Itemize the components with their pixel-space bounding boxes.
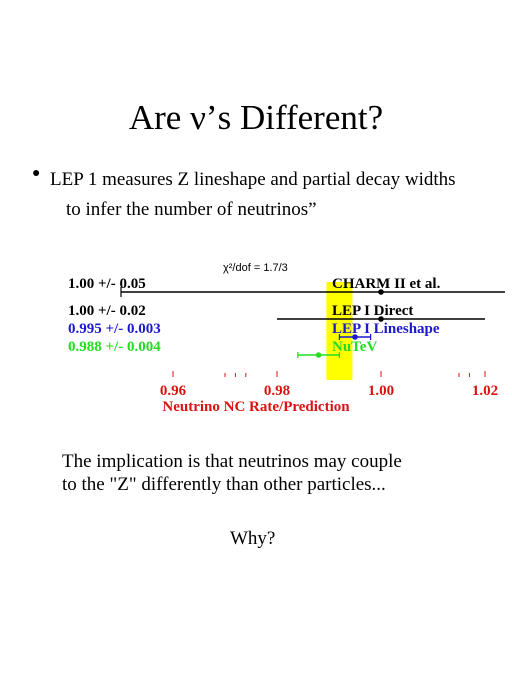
value-label-nutev: 0.988 +/- 0.004 xyxy=(68,339,161,355)
title-nu: ν xyxy=(190,98,206,137)
implication-line2: to the "Z" differently than other partic… xyxy=(62,474,386,495)
bullet-icon: ● xyxy=(32,166,41,181)
data-point-lep-i-direct xyxy=(378,316,384,322)
value-label-lep-i-direct: 1.00 +/- 0.02 xyxy=(68,303,146,319)
series-label-charm-ii-et-al: CHARM II et al. xyxy=(332,276,441,292)
tick-label-3: 1.02 xyxy=(472,383,498,399)
data-point-nutev xyxy=(315,352,322,358)
x-axis-label: Neutrino NC Rate/Prediction xyxy=(162,399,350,415)
tick-label-1: 0.98 xyxy=(264,383,290,399)
tick-label-2: 1.00 xyxy=(368,383,394,399)
bullet-text-line2: to infer the number of neutrinos” xyxy=(66,199,317,220)
chi2-annotation: χ²/dof = 1.7/3 xyxy=(223,262,288,274)
data-point-charm-ii-et-al xyxy=(378,289,384,295)
data-point-lep-i-lineshape xyxy=(352,334,358,340)
title-suffix: ’s Different? xyxy=(205,98,384,137)
slide-title: Are ν’s Different? xyxy=(0,98,512,138)
bullet-text-line1: LEP 1 measures Z lineshape and partial d… xyxy=(50,169,456,190)
series-label-lep-i-lineshape: LEP I Lineshape xyxy=(332,321,440,337)
value-label-charm-ii-et-al: 1.00 +/- 0.05 xyxy=(68,276,146,292)
why-text: Why? xyxy=(230,528,276,549)
average-band xyxy=(326,282,353,380)
series-label-nutev: NuTeV xyxy=(332,339,377,355)
series-label-lep-i-direct: LEP I Direct xyxy=(332,303,413,319)
neutrino-comparison-chart: χ²/dof = 1.7/3 1.00 +/- 0.05 CHARM II et a… xyxy=(68,262,505,415)
implication-line1: The implication is that neutrinos may co… xyxy=(62,451,402,472)
value-label-lep-i-lineshape: 0.995 +/- 0.003 xyxy=(68,321,161,337)
tick-label-0: 0.96 xyxy=(160,383,187,399)
title-prefix: Are xyxy=(128,98,191,137)
